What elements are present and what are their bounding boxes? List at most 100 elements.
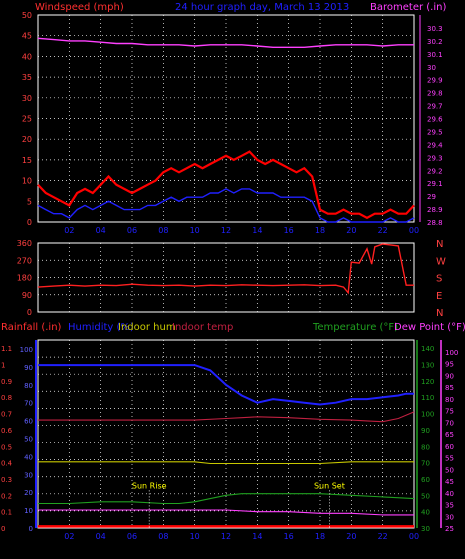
- dew-point-tick-label: 55: [445, 455, 454, 463]
- rainfall-tick-label: 0.1: [1, 509, 12, 517]
- barometer-tick-label: 29.6: [427, 116, 443, 124]
- dew-point-tick-label: 80: [445, 396, 454, 404]
- rainfall-tick-label: 1: [1, 362, 5, 370]
- temperature-tick-label: 50: [421, 492, 430, 500]
- temp-panel-x-tick-label: 22: [378, 532, 388, 541]
- compass-label: E: [436, 291, 442, 302]
- temperature-tick-label: 140: [421, 345, 434, 353]
- windspeed-tick-label: 15: [22, 156, 32, 165]
- sun-event-label: Sun Rise: [132, 482, 167, 491]
- header-title: 24 hour graph day, March 13 2013: [175, 2, 349, 13]
- wind-panel-x-tick-label: 20: [346, 226, 356, 235]
- wind-barometer-panel: 0 5 10 15 20 25 30 35 40 45 50 28.8 28.9 29 29.1 29.2 29…: [22, 11, 443, 235]
- windspeed-tick-label: 50: [22, 11, 32, 20]
- temp-panel-x-tick-label: 10: [190, 532, 200, 541]
- rainfall-tick-label: 0.2: [1, 492, 12, 500]
- rainfall-tick-label: 0: [1, 525, 5, 533]
- windspeed-tick-label: 35: [22, 73, 32, 82]
- humidity-tick-label: 0: [29, 525, 33, 533]
- humidity-tick-label: 20: [24, 489, 33, 497]
- rainfall-tick-label: 0.9: [1, 378, 12, 386]
- wind-panel-x-tick-label: 02: [64, 226, 74, 235]
- humidity-tick-label: 90: [24, 364, 33, 372]
- barometer-series-line: [37, 37, 414, 48]
- temperature-tick-label: 30: [421, 525, 430, 533]
- barometer-tick-label: 30: [427, 64, 436, 72]
- humidity-tick-label: 60: [24, 418, 33, 426]
- wind-panel-x-tick-label: 12: [221, 226, 231, 235]
- direction-tick-label: 270: [17, 256, 32, 265]
- rainfall-tick-label: 0.6: [1, 427, 13, 435]
- temp-panel-x-tick-label: 08: [158, 532, 168, 541]
- temperature-tick-label: 40: [421, 509, 430, 517]
- windspeed-tick-label: 20: [22, 135, 32, 144]
- barometer-tick-label: 29.5: [427, 128, 443, 136]
- barometer-tick-label: 29.1: [427, 180, 443, 188]
- wind-panel-x-tick-label: 14: [252, 226, 262, 235]
- rainfall-tick-label: 0.8: [1, 394, 12, 402]
- humidity-tick-label: 70: [24, 400, 33, 408]
- rainfall-tick-label: 1.1: [1, 345, 12, 353]
- temp-panel-x-tick-label: 20: [346, 532, 356, 541]
- barometer-tick-label: 29.2: [427, 167, 443, 175]
- humidity-axis-label: Humidity (%): [68, 322, 134, 333]
- barometer-tick-label: 29.7: [427, 103, 443, 111]
- sun-event-label: Sun Set: [314, 482, 345, 491]
- wind-panel-x-tick-label: 22: [378, 226, 388, 235]
- temperature-tick-label: 130: [421, 362, 434, 370]
- temperature-tick-label: 90: [421, 427, 430, 435]
- barometer-tick-label: 28.9: [427, 206, 443, 214]
- wind-panel-x-tick-label: 06: [127, 226, 137, 235]
- barometer-tick-label: 28.8: [427, 219, 443, 227]
- humidity-tick-label: 100: [20, 346, 33, 354]
- barometer-tick-label: 29.8: [427, 90, 443, 98]
- temperature-tick-label: 100: [421, 411, 434, 419]
- wind_gust-series-line: [37, 150, 415, 220]
- windspeed-tick-label: 45: [22, 32, 32, 41]
- temp-humidity-rain-panel: 0 0.1 0.2 0.3 0.4 0.5 0.6 0.7 0.8 0.9 1 1.1 0 10 20 30 4…: [1, 339, 458, 541]
- temp-panel-x-tick-label: 16: [284, 532, 294, 541]
- windspeed-tick-label: 0: [27, 218, 32, 227]
- temp-panel-x-tick-label: 14: [252, 532, 262, 541]
- windspeed-tick-label: 25: [22, 115, 32, 124]
- temperature-tick-label: 60: [421, 476, 430, 484]
- dew-point-tick-label: 45: [445, 478, 454, 486]
- temp-panel-x-tick-label: 02: [64, 532, 74, 541]
- rainfall-tick-label: 0.3: [1, 476, 12, 484]
- direction-tick-label: 90: [22, 291, 32, 300]
- temp-panel-x-tick-label: 00: [409, 532, 419, 541]
- wind-panel-x-tick-label: 00: [409, 226, 419, 235]
- compass-label: W: [436, 256, 446, 267]
- compass-label: N: [436, 239, 443, 250]
- indoor_hum-series-line: [38, 461, 414, 465]
- rainfall-tick-label: 0.4: [1, 460, 13, 468]
- barometer-tick-label: 29.4: [427, 141, 443, 149]
- dew-point-tick-label: 60: [445, 443, 454, 451]
- barometer-tick-label: 29.9: [427, 77, 443, 85]
- temp-panel-x-tick-label: 18: [315, 532, 325, 541]
- direction-tick-label: 180: [17, 274, 32, 283]
- barometer-tick-label: 29: [427, 193, 436, 201]
- compass-label: N: [436, 308, 443, 319]
- barometer-tick-label: 30.3: [427, 25, 443, 33]
- dew-point-tick-label: 40: [445, 490, 454, 498]
- indoor_temp-series-line: [38, 411, 415, 423]
- temperature-tick-label: 80: [421, 443, 430, 451]
- dew-point-tick-label: 75: [445, 408, 454, 416]
- humidity-tick-label: 40: [24, 453, 33, 461]
- temp-panel-x-tick-label: 12: [221, 532, 231, 541]
- header-barometer-label: Barometer (.in): [370, 2, 446, 13]
- rainfall-tick-label: 0.7: [1, 411, 12, 419]
- temp-panel-x-tick-label: 06: [127, 532, 137, 541]
- wind-panel-x-tick-label: 16: [284, 226, 294, 235]
- dew-point-tick-label: 50: [445, 466, 454, 474]
- rainfall-tick-label: 0.5: [1, 443, 12, 451]
- dew-point-tick-label: 85: [445, 384, 454, 392]
- humidity-tick-label: 30: [24, 471, 33, 479]
- dew_point-series-line: [38, 509, 414, 516]
- barometer-tick-label: 29.3: [427, 154, 443, 162]
- humidity-tick-label: 80: [24, 382, 33, 390]
- temp-panel-x-tick-label: 04: [96, 532, 106, 541]
- humidity-series-line: [38, 364, 414, 406]
